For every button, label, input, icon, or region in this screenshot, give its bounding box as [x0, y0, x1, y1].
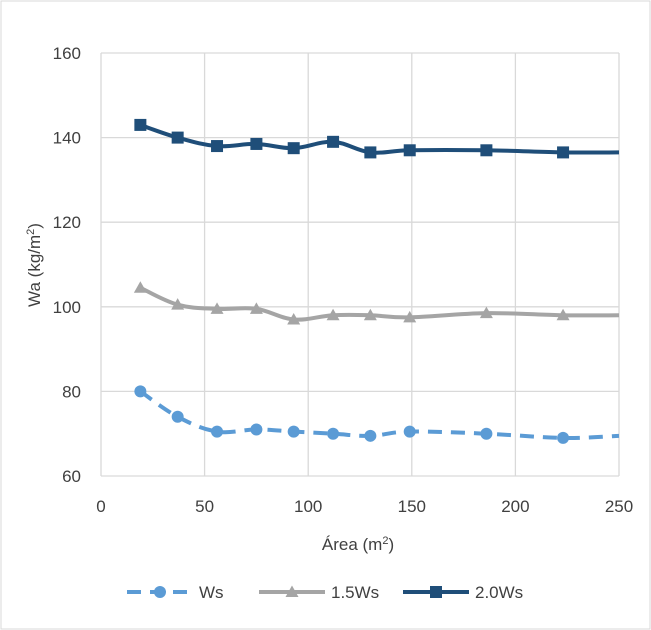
- data-point-marker: [287, 142, 300, 155]
- tick-labels: 60 80 100 120 140 160 0 50 100 150 200 250: [53, 44, 634, 516]
- legend: Ws 1.5Ws 2.0Ws: [127, 583, 523, 602]
- data-point-marker: [210, 302, 224, 314]
- legend-label: 2.0Ws: [475, 583, 523, 602]
- legend-marker: [285, 585, 299, 597]
- legend-label: 1.5Ws: [331, 583, 379, 602]
- data-point-marker: [557, 431, 570, 444]
- x-axis-label: Área (m2): [322, 535, 394, 554]
- y-tick-label: 60: [62, 467, 81, 486]
- data-point-marker: [133, 281, 147, 293]
- data-point-marker: [403, 425, 416, 438]
- x-tick-label: 100: [294, 497, 322, 516]
- data-point-marker: [211, 425, 224, 438]
- data-point-marker: [250, 137, 263, 150]
- data-point-marker: [250, 423, 263, 436]
- data-point-marker: [326, 308, 340, 321]
- x-tick-label: 200: [501, 497, 529, 516]
- y-tick-label: 100: [53, 298, 81, 317]
- y-tick-label: 80: [62, 382, 81, 401]
- data-point-marker: [327, 135, 340, 148]
- data-point-marker: [171, 131, 184, 144]
- data-point-marker: [171, 298, 185, 310]
- data-point-marker: [480, 427, 493, 440]
- x-tick-label: 150: [398, 497, 426, 516]
- data-point-marker: [364, 146, 377, 159]
- data-point-marker: [171, 410, 184, 423]
- legend-label: Ws: [199, 583, 224, 602]
- series-line-0: [139, 389, 620, 440]
- data-point-marker: [556, 308, 570, 321]
- data-point-marker: [327, 427, 340, 440]
- data-point-marker: [403, 144, 416, 157]
- data-point-marker: [403, 310, 417, 323]
- y-tick-label: 120: [53, 213, 81, 232]
- data-point-marker: [211, 140, 224, 153]
- data-point-marker: [479, 306, 493, 319]
- legend-marker: [430, 586, 442, 598]
- data-point-marker: [363, 308, 377, 321]
- data-point-marker: [557, 146, 570, 159]
- y-tick-label: 160: [53, 44, 81, 63]
- x-tick-label: 250: [605, 497, 633, 516]
- series-lines: [133, 118, 620, 444]
- x-tick-label: 50: [195, 497, 214, 516]
- legend-marker: [154, 586, 166, 598]
- gridlines: [100, 52, 620, 477]
- data-point-marker: [287, 312, 301, 325]
- data-point-marker: [134, 118, 147, 131]
- data-point-marker: [480, 144, 493, 157]
- data-point-marker: [287, 425, 300, 438]
- data-point-marker: [134, 385, 147, 398]
- data-point-marker: [364, 429, 377, 442]
- y-tick-label: 140: [53, 129, 81, 148]
- y-axis-label: Wa (kg/m2): [25, 223, 44, 307]
- data-point-marker: [249, 302, 263, 314]
- x-tick-label: 0: [96, 497, 105, 516]
